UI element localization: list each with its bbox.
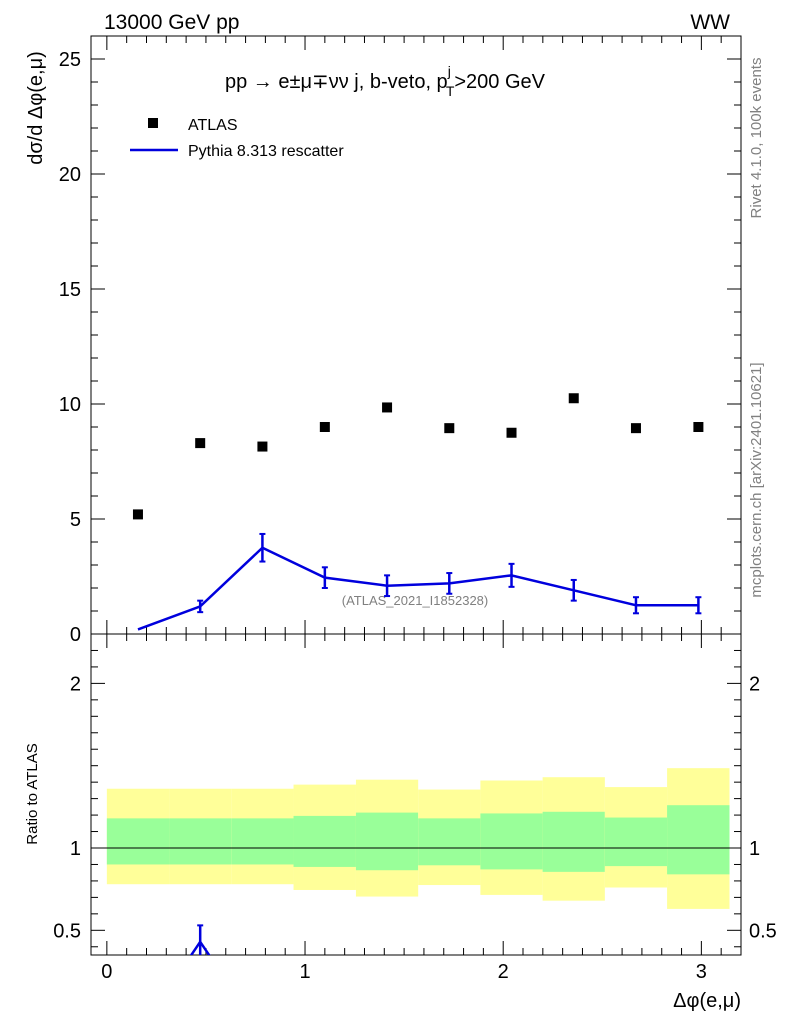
atlas-data-point xyxy=(319,422,330,432)
legend-label-pythia: Pythia 8.313 rescatter xyxy=(188,143,344,160)
band-inner-bin xyxy=(667,805,730,875)
y-axis-title: dσ/d Δφ(e,μ) xyxy=(25,51,47,165)
band-inner-bin xyxy=(106,818,170,865)
ratio-y-tick-label-right: 0.5 xyxy=(749,920,777,942)
main-axis-ticks: 0 5 10 15 20 25 xyxy=(59,35,741,646)
atlas-series xyxy=(132,393,704,520)
x-axis-title: Δφ(e,μ) xyxy=(673,990,741,1012)
y-tick-label: 10 xyxy=(59,394,81,416)
ratio-uncertainty-bands xyxy=(106,768,730,909)
ratio-y-axis-title: Ratio to ATLAS xyxy=(24,743,41,844)
ratio-y-tick-label: 1 xyxy=(70,838,81,860)
ratio-y-tick-label: 2 xyxy=(70,673,81,695)
band-inner-bin xyxy=(293,815,356,867)
ratio-pythia-series xyxy=(189,924,211,955)
y-tick-label: 15 xyxy=(59,279,81,301)
ratio-y-tick-label: 0.5 xyxy=(53,920,81,942)
band-inner-bin xyxy=(542,811,605,872)
band-inner-bin xyxy=(355,812,419,871)
atlas-data-point xyxy=(568,393,579,404)
atlas-data-point xyxy=(257,441,268,452)
atlas-data-point xyxy=(693,422,704,432)
band-inner-bin xyxy=(231,818,294,865)
atlas-data-point xyxy=(444,423,455,434)
y-tick-label: 25 xyxy=(59,49,81,71)
band-inner-bin xyxy=(169,818,232,865)
mcplots-label: mcplots.cern.ch [arXiv:2401.10621] xyxy=(748,362,765,597)
x-tick-label: 1 xyxy=(299,961,310,983)
x-tick-label: 3 xyxy=(696,961,707,983)
y-tick-label: 5 xyxy=(70,509,81,531)
ratio-axis-ticks: 0.5 0.5 1 1 2 2 0 1 2 3 xyxy=(53,634,777,983)
legend-label-atlas: ATLAS xyxy=(188,117,238,134)
band-inner-bin xyxy=(604,817,668,867)
atlas-data-point xyxy=(630,423,641,434)
ratio-plot-frame xyxy=(90,633,742,956)
atlas-data-point xyxy=(195,438,206,449)
x-tick-label: 2 xyxy=(498,961,509,983)
analysis-watermark: (ATLAS_2021_I1852328) xyxy=(342,593,488,608)
ratio-y-tick-label-right: 1 xyxy=(749,838,760,860)
y-tick-label: 20 xyxy=(59,164,81,186)
x-tick-label: 0 xyxy=(101,961,112,983)
plot-title: pp → e±μ∓νν j, b-veto, pj T>200 GeV xyxy=(225,63,546,99)
rivet-label: Rivet 4.1.0, 100k events xyxy=(748,58,765,219)
y-tick-label: 0 xyxy=(70,624,81,646)
pythia-series xyxy=(137,532,702,631)
band-inner-bin xyxy=(418,818,481,866)
energy-label: 13000 GeV pp xyxy=(104,11,239,34)
process-tag: WW xyxy=(690,11,730,34)
legend-marker-atlas xyxy=(148,118,158,128)
atlas-data-point xyxy=(382,402,393,413)
pythia-line xyxy=(137,546,699,631)
atlas-data-point xyxy=(506,427,517,438)
band-inner-bin xyxy=(480,813,543,870)
ratio-y-tick-label-right: 2 xyxy=(749,673,760,695)
atlas-data-point xyxy=(132,509,143,520)
